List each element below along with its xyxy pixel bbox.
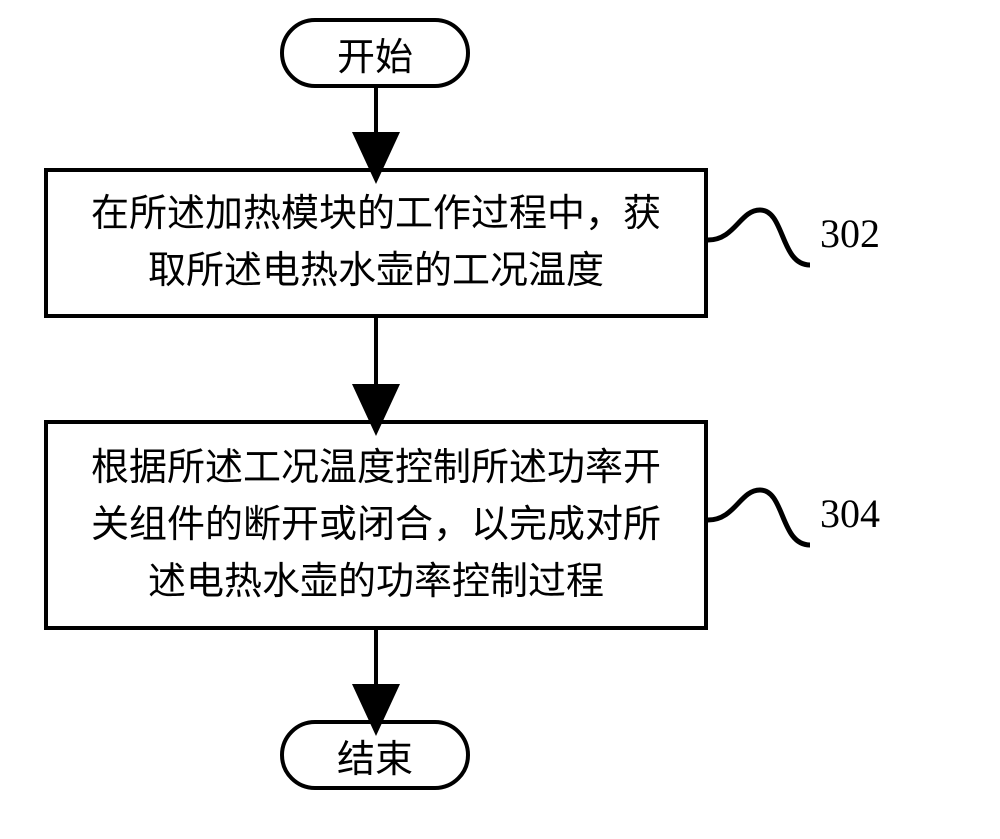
connector-304 <box>708 490 810 545</box>
node-step2-text: 根据所述工况温度控制所述功率开 关组件的断开或闭合，以完成对所 述电热水壶的功率… <box>91 440 661 611</box>
label-302-text: 302 <box>820 211 880 256</box>
node-end-text: 结束 <box>337 728 413 783</box>
label-304-text: 304 <box>820 491 880 536</box>
node-end: 结束 <box>280 720 470 790</box>
label-302: 302 <box>820 210 880 257</box>
node-start: 开始 <box>280 18 470 88</box>
flowchart-canvas: 开始 在所述加热模块的工作过程中，获 取所述电热水壶的工况温度 根据所述工况温度… <box>0 0 1000 839</box>
label-304: 304 <box>820 490 880 537</box>
node-step2: 根据所述工况温度控制所述功率开 关组件的断开或闭合，以完成对所 述电热水壶的功率… <box>44 420 708 630</box>
node-start-text: 开始 <box>337 26 413 81</box>
connector-302 <box>708 210 810 265</box>
node-step1-text: 在所述加热模块的工作过程中，获 取所述电热水壶的工况温度 <box>91 186 661 300</box>
node-step1: 在所述加热模块的工作过程中，获 取所述电热水壶的工况温度 <box>44 168 708 318</box>
